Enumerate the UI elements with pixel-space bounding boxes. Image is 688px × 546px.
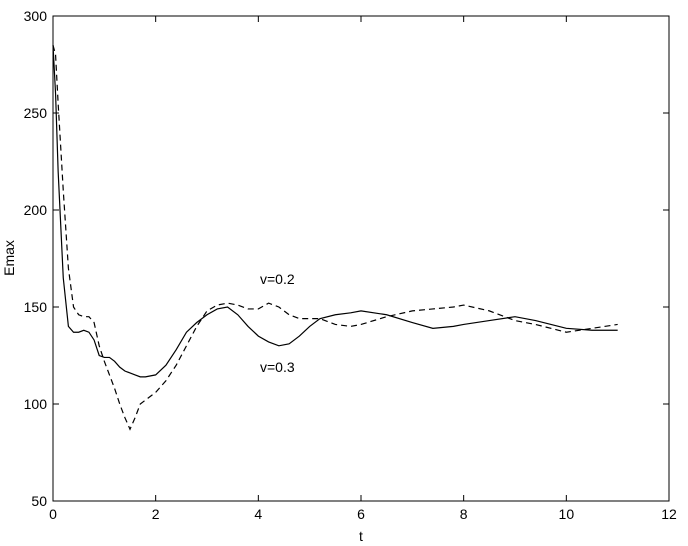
line-series (52, 44, 618, 431)
y-tick-label: 50 (31, 493, 47, 509)
y-tick-label: 200 (24, 202, 48, 218)
series-annotation: v=0.3 (260, 359, 295, 375)
x-tick-label: 12 (661, 506, 677, 522)
y-tick-label: 300 (24, 8, 48, 24)
x-tick-label: 10 (559, 506, 575, 522)
y-tick-label: 250 (24, 105, 48, 121)
y-tick-label: 150 (24, 299, 48, 315)
x-axis-label: t (359, 528, 363, 544)
series-annotation: v=0.2 (260, 271, 295, 287)
x-tick-label: 6 (357, 506, 365, 522)
line-series (52, 45, 618, 378)
x-tick-label: 4 (254, 506, 262, 522)
y-tick-label: 100 (24, 396, 48, 412)
x-tick-label: 2 (152, 506, 160, 522)
x-tick-label: 8 (460, 506, 468, 522)
x-tick-label: 0 (49, 506, 57, 522)
y-axis-label: Emax (1, 240, 17, 276)
